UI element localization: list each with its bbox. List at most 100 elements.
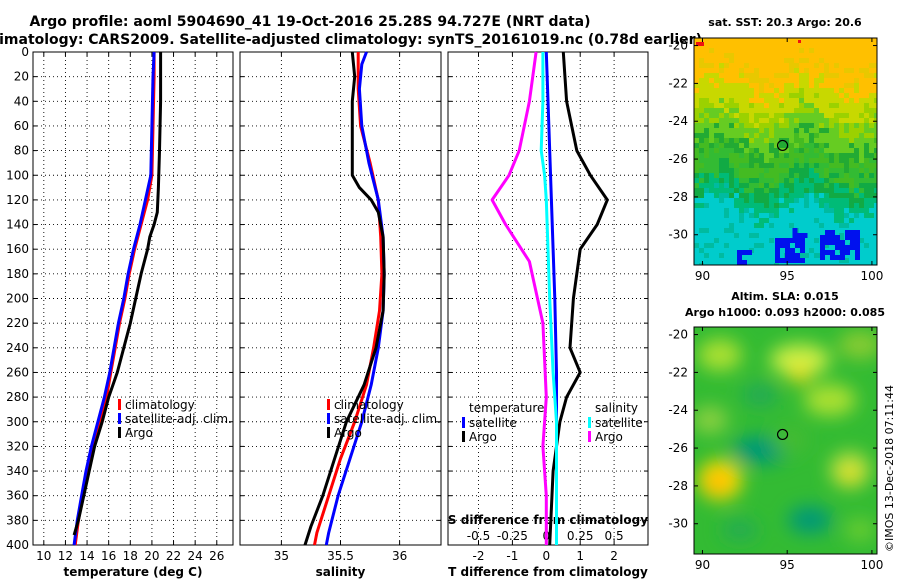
sst-cell xyxy=(779,123,784,128)
sst-cell xyxy=(739,183,744,188)
sst-cell xyxy=(864,78,869,83)
sst-cell xyxy=(839,48,844,53)
sst-cell xyxy=(794,108,799,113)
sst-cell xyxy=(764,68,769,73)
sst-cell xyxy=(709,213,714,218)
sst-cell xyxy=(769,133,774,138)
y-tick-label: -20 xyxy=(668,39,688,53)
sst-cell xyxy=(729,163,734,168)
sst-cell xyxy=(775,258,780,263)
sst-cell xyxy=(784,103,789,108)
sst-cell xyxy=(769,253,774,258)
sst-cell xyxy=(754,203,759,208)
sst-cell xyxy=(764,248,769,253)
sst-cell xyxy=(869,63,874,68)
sst-cell xyxy=(709,113,714,118)
sst-cell xyxy=(734,233,739,238)
sst-cell xyxy=(814,188,819,193)
sst-cell xyxy=(739,158,744,163)
sst-cell xyxy=(704,218,709,223)
sst-cell xyxy=(814,143,819,148)
sst-cell xyxy=(864,203,869,208)
sst-cell xyxy=(829,203,834,208)
sst-cell xyxy=(819,153,824,158)
sst-cell xyxy=(759,58,764,63)
sst-cell xyxy=(714,233,719,238)
sst-cell xyxy=(779,78,784,83)
sst-cell xyxy=(859,148,864,153)
sst-cell xyxy=(799,113,804,118)
sst-cell xyxy=(779,223,784,228)
sst-cell xyxy=(734,73,739,78)
sst-cell xyxy=(704,43,709,48)
sst-cell xyxy=(714,168,719,173)
sst-cell xyxy=(764,63,769,68)
sst-cell xyxy=(789,158,794,163)
y-tick-label: -30 xyxy=(668,228,688,242)
sst-cell xyxy=(719,258,724,263)
sst-cell xyxy=(704,228,709,233)
sst-cell xyxy=(839,173,844,178)
sst-cell xyxy=(719,128,724,133)
legend-swatch xyxy=(327,427,330,438)
sst-cell xyxy=(859,53,864,58)
sst-cell xyxy=(699,63,704,68)
sst-cell xyxy=(779,173,784,178)
sst-cell xyxy=(729,118,734,123)
sst-cell xyxy=(844,58,849,63)
sst-cell xyxy=(859,263,864,265)
sst-cell xyxy=(859,218,864,223)
sst-cell xyxy=(824,83,829,88)
sst-cell xyxy=(709,78,714,83)
sst-cell xyxy=(854,43,859,48)
sst-cell xyxy=(739,188,744,193)
sst-cell xyxy=(834,68,839,73)
sst-cell xyxy=(754,48,759,53)
sst-cell xyxy=(784,43,789,48)
sst-cell xyxy=(824,93,829,98)
sst-cell xyxy=(699,78,704,83)
sst-cell xyxy=(729,58,734,63)
sst-cell xyxy=(724,203,729,208)
sla-blob xyxy=(698,339,742,371)
sst-cell xyxy=(820,240,825,245)
sst-cell xyxy=(749,203,754,208)
sst-cell xyxy=(694,83,699,88)
sst-cell xyxy=(864,243,869,248)
sst-cell xyxy=(789,173,794,178)
sst-cell xyxy=(769,243,774,248)
sst-cell xyxy=(779,113,784,118)
sst-cell xyxy=(804,158,809,163)
sst-cell xyxy=(854,98,859,103)
sst-cell xyxy=(779,163,784,168)
sst-cell xyxy=(864,53,869,58)
sst-cell xyxy=(764,193,769,198)
sst-cell xyxy=(704,123,709,128)
sst-cell xyxy=(829,148,834,153)
sst-cell xyxy=(709,178,714,183)
sst-cell xyxy=(699,103,704,108)
legend-swatch xyxy=(327,399,330,410)
sst-cell xyxy=(714,113,719,118)
y-tick-label: 160 xyxy=(6,242,29,256)
sst-cell xyxy=(784,138,789,143)
sst-cell xyxy=(849,73,854,78)
sst-cell xyxy=(774,228,779,233)
sst-cell xyxy=(774,213,779,218)
sst-cell xyxy=(864,233,869,238)
sst-cell xyxy=(859,143,864,148)
sst-cell xyxy=(714,228,719,233)
sst-cell xyxy=(874,118,877,123)
sst-cell xyxy=(699,73,704,78)
sst-cell xyxy=(789,263,794,265)
sst-cell xyxy=(809,83,814,88)
sst-cell xyxy=(709,173,714,178)
sst-cell xyxy=(739,133,744,138)
sst-cell xyxy=(699,88,704,93)
sst-cell xyxy=(859,98,864,103)
sst-cell xyxy=(814,178,819,183)
sst-cell xyxy=(869,203,874,208)
sst-cell xyxy=(809,113,814,118)
sst-cell xyxy=(849,68,854,73)
